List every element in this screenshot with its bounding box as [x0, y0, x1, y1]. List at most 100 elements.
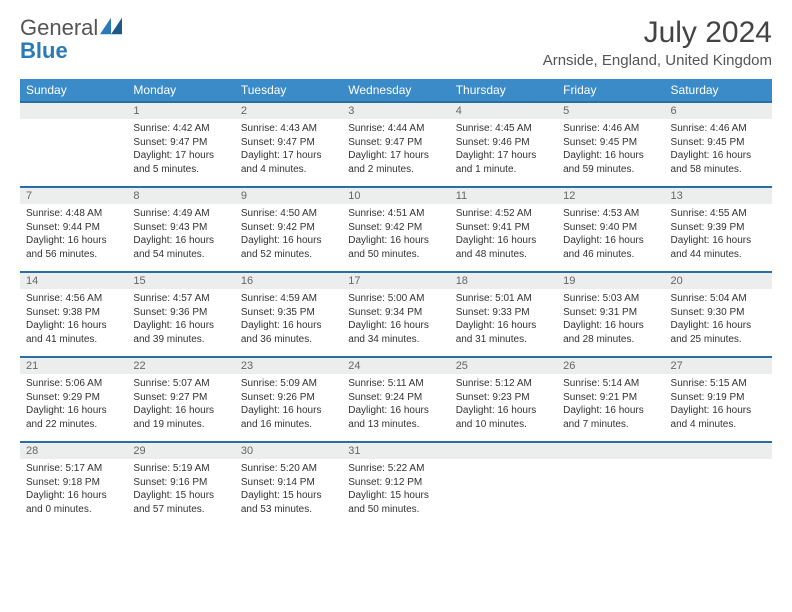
day-content: Sunrise: 4:43 AMSunset: 9:47 PMDaylight:… [235, 119, 342, 186]
day-content: Sunrise: 4:59 AMSunset: 9:35 PMDaylight:… [235, 289, 342, 356]
day-number: 22 [127, 358, 234, 374]
day-content: Sunrise: 5:06 AMSunset: 9:29 PMDaylight:… [20, 374, 127, 441]
day-content [20, 119, 127, 169]
day-content: Sunrise: 4:49 AMSunset: 9:43 PMDaylight:… [127, 204, 234, 271]
day-content [450, 459, 557, 509]
day-number [665, 443, 772, 459]
calendar-cell: 8Sunrise: 4:49 AMSunset: 9:43 PMDaylight… [127, 187, 234, 272]
day-header: Sunday [20, 79, 127, 102]
calendar-cell: 2Sunrise: 4:43 AMSunset: 9:47 PMDaylight… [235, 102, 342, 187]
calendar-week: 28Sunrise: 5:17 AMSunset: 9:18 PMDayligh… [20, 442, 772, 526]
day-number: 7 [20, 188, 127, 204]
location: Arnside, England, United Kingdom [543, 52, 772, 69]
calendar-cell: 17Sunrise: 5:00 AMSunset: 9:34 PMDayligh… [342, 272, 449, 357]
day-content: Sunrise: 4:53 AMSunset: 9:40 PMDaylight:… [557, 204, 664, 271]
day-content: Sunrise: 5:03 AMSunset: 9:31 PMDaylight:… [557, 289, 664, 356]
calendar-cell: 6Sunrise: 4:46 AMSunset: 9:45 PMDaylight… [665, 102, 772, 187]
calendar-cell: 9Sunrise: 4:50 AMSunset: 9:42 PMDaylight… [235, 187, 342, 272]
day-number: 3 [342, 103, 449, 119]
day-number: 18 [450, 273, 557, 289]
logo-word-2: Blue [20, 38, 68, 63]
day-content: Sunrise: 4:46 AMSunset: 9:45 PMDaylight:… [557, 119, 664, 186]
day-content: Sunrise: 5:20 AMSunset: 9:14 PMDaylight:… [235, 459, 342, 526]
day-content [557, 459, 664, 509]
calendar-cell: 26Sunrise: 5:14 AMSunset: 9:21 PMDayligh… [557, 357, 664, 442]
calendar-cell: 4Sunrise: 4:45 AMSunset: 9:46 PMDaylight… [450, 102, 557, 187]
day-content: Sunrise: 5:17 AMSunset: 9:18 PMDaylight:… [20, 459, 127, 526]
calendar-cell [557, 442, 664, 526]
day-header: Wednesday [342, 79, 449, 102]
calendar-cell: 21Sunrise: 5:06 AMSunset: 9:29 PMDayligh… [20, 357, 127, 442]
day-content: Sunrise: 5:00 AMSunset: 9:34 PMDaylight:… [342, 289, 449, 356]
day-number: 4 [450, 103, 557, 119]
day-header: Friday [557, 79, 664, 102]
calendar-cell: 5Sunrise: 4:46 AMSunset: 9:45 PMDaylight… [557, 102, 664, 187]
day-header: Monday [127, 79, 234, 102]
day-content: Sunrise: 5:01 AMSunset: 9:33 PMDaylight:… [450, 289, 557, 356]
calendar-cell [665, 442, 772, 526]
day-number: 10 [342, 188, 449, 204]
day-content: Sunrise: 4:46 AMSunset: 9:45 PMDaylight:… [665, 119, 772, 186]
day-content: Sunrise: 4:44 AMSunset: 9:47 PMDaylight:… [342, 119, 449, 186]
day-content: Sunrise: 5:11 AMSunset: 9:24 PMDaylight:… [342, 374, 449, 441]
calendar-cell: 25Sunrise: 5:12 AMSunset: 9:23 PMDayligh… [450, 357, 557, 442]
day-header: Tuesday [235, 79, 342, 102]
day-content: Sunrise: 5:15 AMSunset: 9:19 PMDaylight:… [665, 374, 772, 441]
calendar-cell: 19Sunrise: 5:03 AMSunset: 9:31 PMDayligh… [557, 272, 664, 357]
logo-text: General Blue [20, 16, 122, 62]
logo-word-1: General [20, 15, 98, 40]
day-number: 19 [557, 273, 664, 289]
calendar-body: 1Sunrise: 4:42 AMSunset: 9:47 PMDaylight… [20, 102, 772, 526]
calendar-cell: 3Sunrise: 4:44 AMSunset: 9:47 PMDaylight… [342, 102, 449, 187]
day-header: Thursday [450, 79, 557, 102]
day-number: 25 [450, 358, 557, 374]
calendar-cell: 24Sunrise: 5:11 AMSunset: 9:24 PMDayligh… [342, 357, 449, 442]
day-number: 20 [665, 273, 772, 289]
calendar-head: SundayMondayTuesdayWednesdayThursdayFrid… [20, 79, 772, 102]
day-number: 2 [235, 103, 342, 119]
calendar-cell: 16Sunrise: 4:59 AMSunset: 9:35 PMDayligh… [235, 272, 342, 357]
calendar-cell: 22Sunrise: 5:07 AMSunset: 9:27 PMDayligh… [127, 357, 234, 442]
day-number: 6 [665, 103, 772, 119]
day-content [665, 459, 772, 509]
day-number: 21 [20, 358, 127, 374]
calendar-cell: 11Sunrise: 4:52 AMSunset: 9:41 PMDayligh… [450, 187, 557, 272]
day-number: 17 [342, 273, 449, 289]
day-number: 30 [235, 443, 342, 459]
calendar-week: 21Sunrise: 5:06 AMSunset: 9:29 PMDayligh… [20, 357, 772, 442]
day-number [20, 103, 127, 119]
day-number [557, 443, 664, 459]
calendar-cell: 12Sunrise: 4:53 AMSunset: 9:40 PMDayligh… [557, 187, 664, 272]
calendar-cell: 14Sunrise: 4:56 AMSunset: 9:38 PMDayligh… [20, 272, 127, 357]
calendar-cell: 29Sunrise: 5:19 AMSunset: 9:16 PMDayligh… [127, 442, 234, 526]
calendar-week: 7Sunrise: 4:48 AMSunset: 9:44 PMDaylight… [20, 187, 772, 272]
calendar-cell: 15Sunrise: 4:57 AMSunset: 9:36 PMDayligh… [127, 272, 234, 357]
day-number: 5 [557, 103, 664, 119]
day-number: 1 [127, 103, 234, 119]
calendar-cell [20, 102, 127, 187]
header: General Blue July 2024 Arnside, England,… [20, 16, 772, 69]
day-number: 9 [235, 188, 342, 204]
day-number: 15 [127, 273, 234, 289]
calendar-cell: 7Sunrise: 4:48 AMSunset: 9:44 PMDaylight… [20, 187, 127, 272]
calendar-cell: 18Sunrise: 5:01 AMSunset: 9:33 PMDayligh… [450, 272, 557, 357]
day-number: 11 [450, 188, 557, 204]
day-number: 14 [20, 273, 127, 289]
calendar-table: SundayMondayTuesdayWednesdayThursdayFrid… [20, 79, 772, 526]
day-content: Sunrise: 5:22 AMSunset: 9:12 PMDaylight:… [342, 459, 449, 526]
calendar-cell [450, 442, 557, 526]
calendar-week: 14Sunrise: 4:56 AMSunset: 9:38 PMDayligh… [20, 272, 772, 357]
day-content: Sunrise: 4:57 AMSunset: 9:36 PMDaylight:… [127, 289, 234, 356]
month-title: July 2024 [543, 16, 772, 50]
calendar-cell: 13Sunrise: 4:55 AMSunset: 9:39 PMDayligh… [665, 187, 772, 272]
day-number: 29 [127, 443, 234, 459]
day-number: 31 [342, 443, 449, 459]
day-content: Sunrise: 4:51 AMSunset: 9:42 PMDaylight:… [342, 204, 449, 271]
day-number: 24 [342, 358, 449, 374]
day-content: Sunrise: 4:55 AMSunset: 9:39 PMDaylight:… [665, 204, 772, 271]
calendar-cell: 10Sunrise: 4:51 AMSunset: 9:42 PMDayligh… [342, 187, 449, 272]
calendar-cell: 1Sunrise: 4:42 AMSunset: 9:47 PMDaylight… [127, 102, 234, 187]
day-content: Sunrise: 4:50 AMSunset: 9:42 PMDaylight:… [235, 204, 342, 271]
day-content: Sunrise: 5:04 AMSunset: 9:30 PMDaylight:… [665, 289, 772, 356]
logo: General Blue [20, 16, 122, 62]
